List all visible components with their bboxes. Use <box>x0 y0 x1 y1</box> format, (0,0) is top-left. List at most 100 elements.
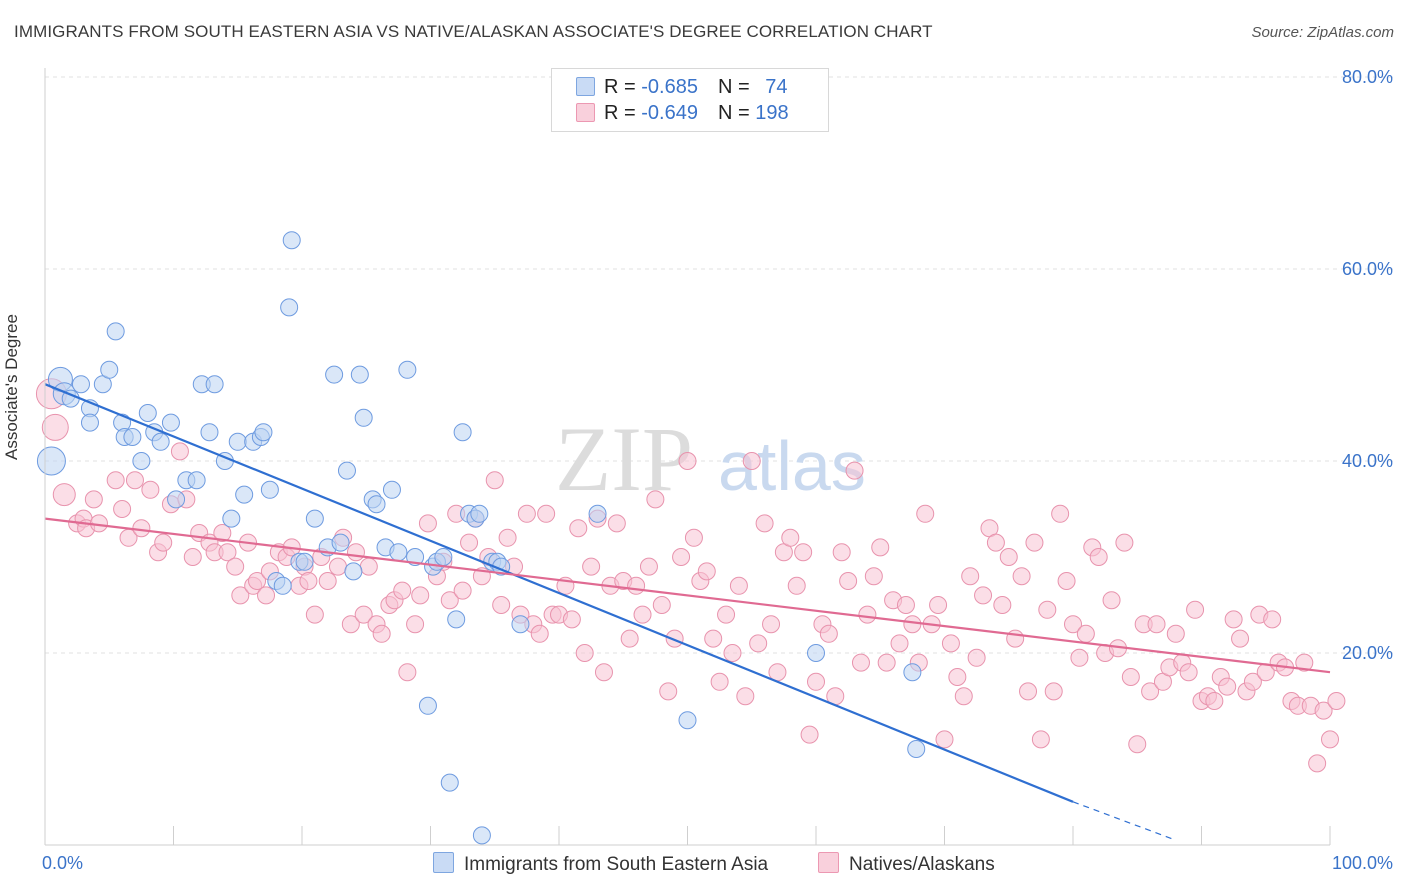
x-tick-label: 0.0% <box>42 853 83 873</box>
natives-point <box>1051 504 1070 523</box>
natives-point <box>1314 701 1333 720</box>
natives-point <box>1102 591 1121 610</box>
immigrants-point <box>434 548 453 566</box>
axes <box>44 68 1331 846</box>
natives-point <box>1044 682 1063 701</box>
natives-point <box>318 572 337 590</box>
natives-point <box>684 528 703 547</box>
immigrants-point <box>398 360 417 379</box>
natives-point <box>517 504 536 523</box>
immigrants-trend-line <box>44 383 1074 803</box>
immigrants-point <box>151 432 170 451</box>
natives-point <box>1076 624 1095 643</box>
watermark-atlas: atlas <box>718 427 866 505</box>
natives-point <box>633 605 652 624</box>
natives-point <box>1038 600 1057 619</box>
natives-point <box>999 548 1018 566</box>
immigrants-point <box>903 663 922 682</box>
natives-point <box>961 567 980 586</box>
immigrants-point <box>440 773 459 792</box>
natives-point <box>1057 572 1076 590</box>
y-tick-label: 40.0% <box>1342 451 1393 471</box>
natives-point <box>627 576 646 595</box>
legend-row-immigrants: R = -0.685 N = 74 <box>576 76 787 100</box>
immigrants-point <box>187 471 206 490</box>
legend-r-value: -0.649 <box>641 102 698 124</box>
immigrants-point <box>325 365 344 384</box>
natives-point <box>530 624 549 643</box>
natives-point <box>948 668 967 686</box>
natives-point <box>646 490 665 509</box>
natives-point <box>183 548 202 566</box>
natives-point <box>607 514 626 533</box>
natives-point <box>807 672 825 691</box>
immigrants-point <box>418 696 437 715</box>
natives-point <box>993 596 1012 614</box>
immigrants-point <box>36 446 66 476</box>
natives-trend-line <box>44 517 1331 674</box>
immigrants-point <box>447 610 466 629</box>
immigrants-point <box>382 480 401 499</box>
natives-point <box>398 663 417 682</box>
natives-point <box>346 543 365 562</box>
natives-point <box>1019 682 1038 701</box>
natives-point <box>1179 663 1198 682</box>
natives-point <box>257 586 276 605</box>
legend-r-label: R = <box>604 76 642 98</box>
natives-point <box>1231 629 1250 648</box>
natives-point <box>231 586 250 605</box>
natives-point <box>460 533 479 552</box>
natives-point <box>1205 692 1224 710</box>
natives-point <box>1308 754 1327 773</box>
natives-point <box>41 413 69 441</box>
immigrants-point <box>367 495 386 514</box>
natives-point <box>594 663 613 682</box>
immigrants-point <box>280 298 299 317</box>
natives-point <box>858 605 877 624</box>
natives-point <box>800 725 819 744</box>
natives-point <box>453 581 472 600</box>
natives-point <box>154 533 173 552</box>
immigrants-point <box>470 504 489 523</box>
legend-n-value: 198 <box>755 102 789 124</box>
natives-point <box>787 576 806 595</box>
immigrants-point <box>807 644 825 662</box>
natives-point <box>1064 615 1082 634</box>
natives-point <box>845 461 864 480</box>
immigrants-point <box>205 375 224 394</box>
natives-point <box>1070 648 1089 667</box>
immigrants-point <box>350 365 369 384</box>
immigrants-point <box>907 740 926 758</box>
bottom-legend-natives: Natives/Alaskans <box>818 852 995 876</box>
natives-point <box>929 596 948 614</box>
natives-point <box>941 634 960 653</box>
natives-point <box>226 557 245 576</box>
natives-point <box>1186 600 1205 619</box>
natives-point <box>569 519 588 538</box>
x-tick-label: 100.0% <box>1332 853 1393 873</box>
natives-point <box>440 591 459 610</box>
legend-row-natives: R = -0.649 N = 198 <box>576 102 789 126</box>
y-tick-label: 80.0% <box>1342 67 1393 87</box>
immigrants-point <box>80 413 99 432</box>
natives-point <box>582 557 601 576</box>
legend-swatch-blue <box>576 77 595 96</box>
natives-point <box>736 687 755 706</box>
natives-point <box>1031 730 1050 749</box>
immigrants-point <box>222 509 241 528</box>
natives-point <box>704 629 723 648</box>
natives-point <box>1089 548 1108 566</box>
natives-point <box>697 562 716 581</box>
immigrants-point <box>132 452 151 470</box>
natives-point <box>354 605 373 624</box>
immigrants-trend-extension <box>1072 801 1177 841</box>
natives-point <box>935 730 954 749</box>
immigrants-point <box>260 480 279 499</box>
immigrants-point <box>200 423 219 442</box>
natives-point <box>492 596 511 614</box>
immigrants-point <box>167 490 186 509</box>
immigrants-point <box>71 375 90 394</box>
natives-point <box>839 572 858 590</box>
immigrants-point <box>161 413 180 432</box>
